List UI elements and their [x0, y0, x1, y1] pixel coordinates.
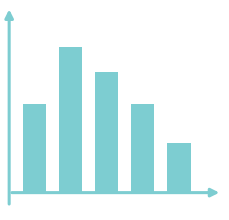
Bar [95, 72, 118, 193]
Bar [167, 143, 191, 193]
Bar [131, 104, 154, 193]
Bar [59, 47, 82, 193]
Bar [23, 104, 46, 193]
